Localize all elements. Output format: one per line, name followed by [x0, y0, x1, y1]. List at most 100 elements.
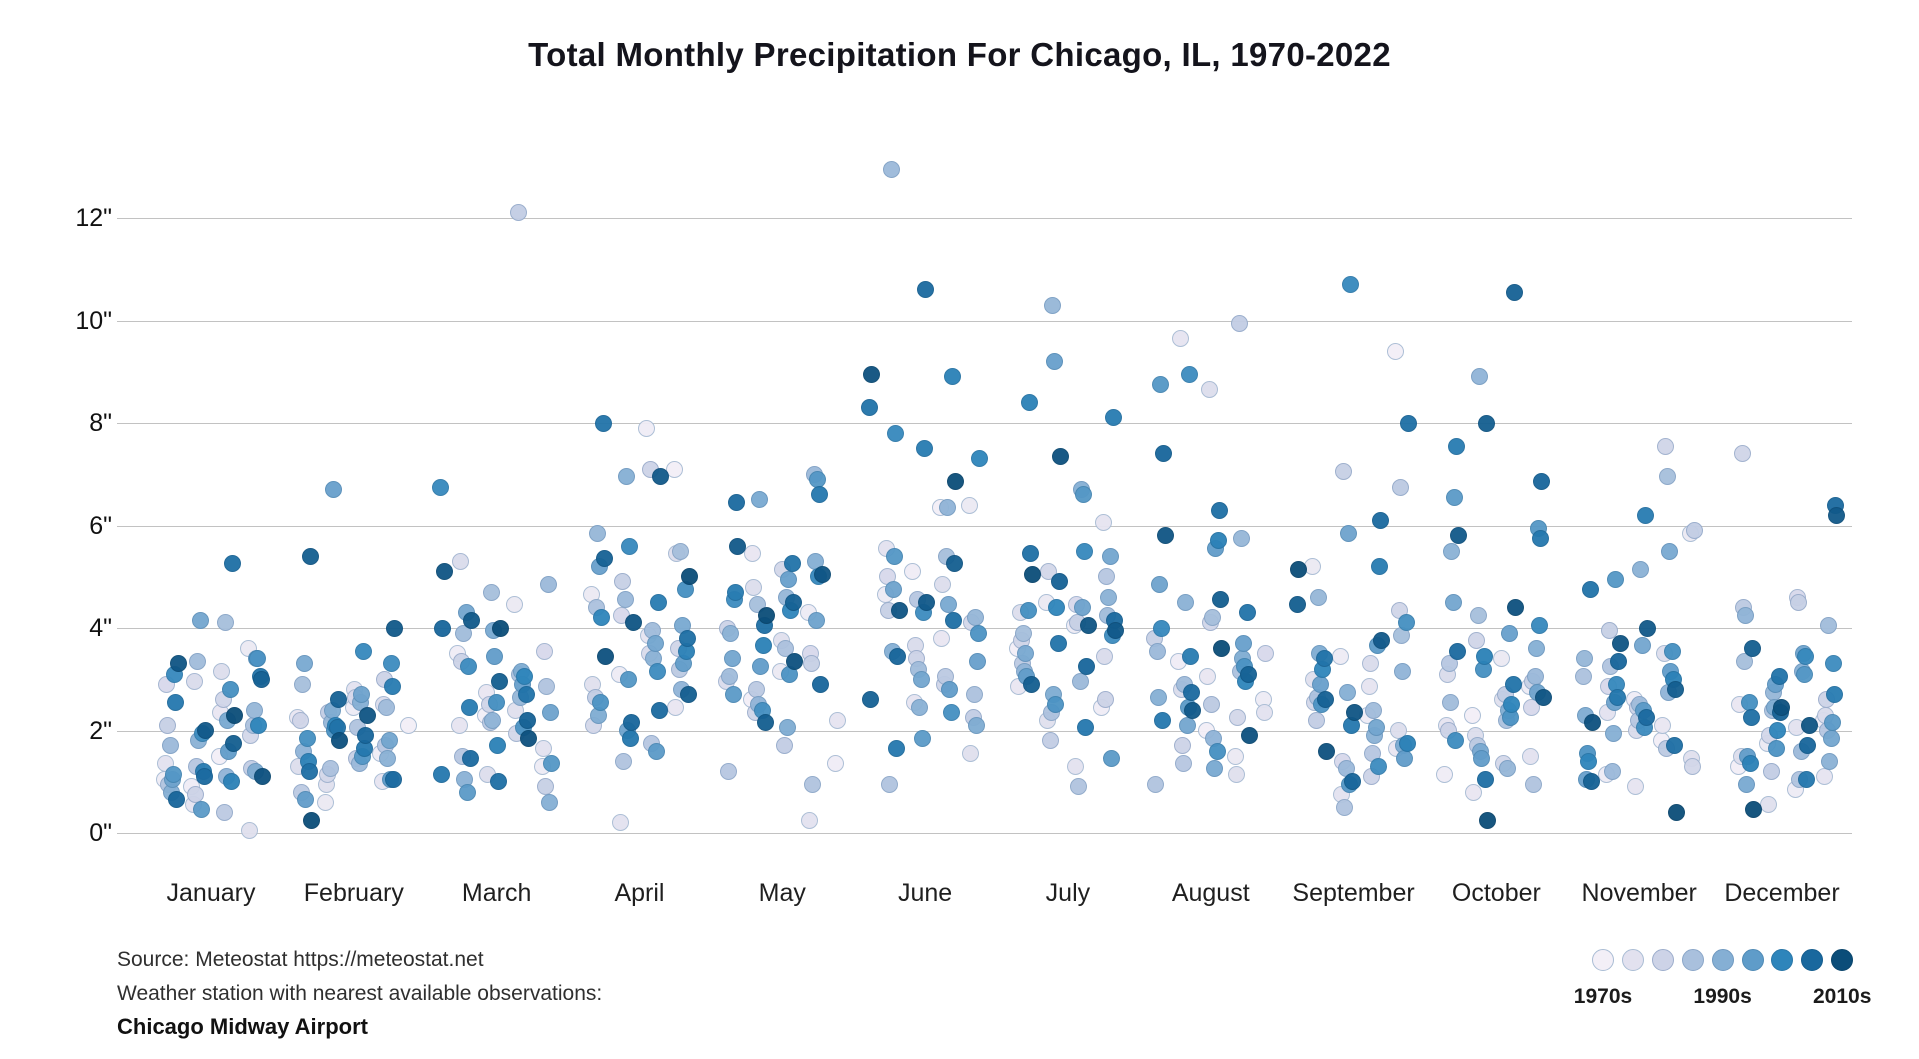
data-point: [1772, 698, 1790, 716]
data-point: [1436, 765, 1454, 783]
data-point: [484, 711, 502, 729]
data-point: [1473, 750, 1491, 768]
data-point: [192, 801, 210, 819]
data-point: [330, 732, 348, 750]
data-point: [1446, 732, 1464, 750]
data-point: [355, 642, 373, 660]
data-point: [617, 468, 635, 486]
data-point: [539, 575, 557, 593]
data-point: [1078, 657, 1096, 675]
data-point: [1021, 545, 1039, 563]
data-point: [1240, 727, 1258, 745]
data-point: [646, 634, 664, 652]
data-point: [887, 424, 905, 442]
data-point: [939, 499, 957, 517]
data-point: [519, 729, 537, 747]
data-point: [1309, 588, 1327, 606]
data-point: [1735, 652, 1753, 670]
data-point: [1823, 714, 1841, 732]
data-point: [1317, 742, 1335, 760]
station-note-line: Weather station with nearest available o…: [117, 982, 603, 1005]
data-point: [1017, 645, 1035, 663]
data-point: [291, 711, 309, 729]
data-point: [751, 491, 769, 509]
data-point: [888, 739, 906, 757]
data-point: [185, 673, 203, 691]
data-point: [1744, 640, 1762, 657]
month-label: May: [758, 879, 806, 907]
data-point: [1464, 706, 1482, 724]
data-point: [215, 804, 233, 821]
data-point: [647, 742, 665, 760]
data-point: [1213, 640, 1231, 657]
data-point: [159, 716, 177, 734]
data-point: [1229, 709, 1247, 727]
data-point: [509, 204, 527, 222]
data-point: [934, 575, 952, 593]
data-point: [223, 555, 241, 573]
month-label: July: [1045, 879, 1091, 907]
data-point: [1527, 640, 1545, 657]
data-point: [776, 640, 794, 657]
data-point: [1398, 734, 1416, 752]
data-point: [1182, 647, 1200, 665]
data-point: [167, 693, 185, 711]
data-point: [245, 701, 263, 719]
data-point: [518, 711, 536, 729]
data-point: [813, 565, 831, 583]
data-point: [966, 609, 984, 627]
data-point: [666, 460, 684, 478]
data-point: [728, 493, 746, 511]
data-point: [615, 752, 633, 770]
data-point: [1098, 568, 1116, 586]
data-point: [1046, 353, 1064, 370]
data-point: [213, 663, 231, 681]
data-point: [241, 821, 259, 839]
data-point: [1345, 704, 1363, 722]
y-axis-tick-label: 8": [89, 409, 112, 437]
data-point: [1769, 722, 1787, 739]
data-point: [638, 419, 656, 437]
data-point: [807, 611, 825, 629]
data-point: [1342, 276, 1360, 294]
data-point: [380, 732, 398, 750]
data-point: [1821, 752, 1839, 770]
data-point: [1066, 757, 1084, 775]
data-point: [1611, 634, 1629, 652]
data-point: [1079, 616, 1097, 634]
data-point: [592, 693, 610, 711]
data-point: [1235, 634, 1253, 652]
data-point: [489, 773, 507, 791]
data-point: [621, 537, 639, 555]
gridline: [117, 525, 1852, 527]
data-point: [804, 775, 822, 793]
data-point: [249, 650, 267, 668]
data-point: [889, 647, 907, 665]
data-point: [1532, 529, 1550, 547]
data-point: [517, 686, 535, 704]
data-point: [1361, 655, 1379, 673]
data-point: [812, 675, 830, 693]
data-point: [1107, 622, 1125, 640]
data-point: [1232, 529, 1250, 547]
chart-title: Total Monthly Precipitation For Chicago,…: [528, 36, 1391, 73]
data-point: [1105, 409, 1123, 427]
data-point: [303, 811, 321, 829]
data-point: [434, 619, 452, 637]
data-point: [293, 675, 311, 693]
data-point: [651, 701, 669, 719]
data-point: [1043, 296, 1061, 314]
data-point: [516, 668, 534, 686]
data-point: [191, 611, 209, 629]
data-point: [1228, 765, 1246, 783]
data-point: [1574, 668, 1592, 686]
data-point: [1365, 701, 1383, 719]
data-point: [1019, 601, 1037, 619]
data-point: [1667, 681, 1685, 698]
data-point: [379, 750, 397, 768]
data-point: [1796, 665, 1814, 683]
data-point: [933, 629, 951, 647]
data-point: [1526, 668, 1544, 686]
data-point: [667, 698, 685, 716]
